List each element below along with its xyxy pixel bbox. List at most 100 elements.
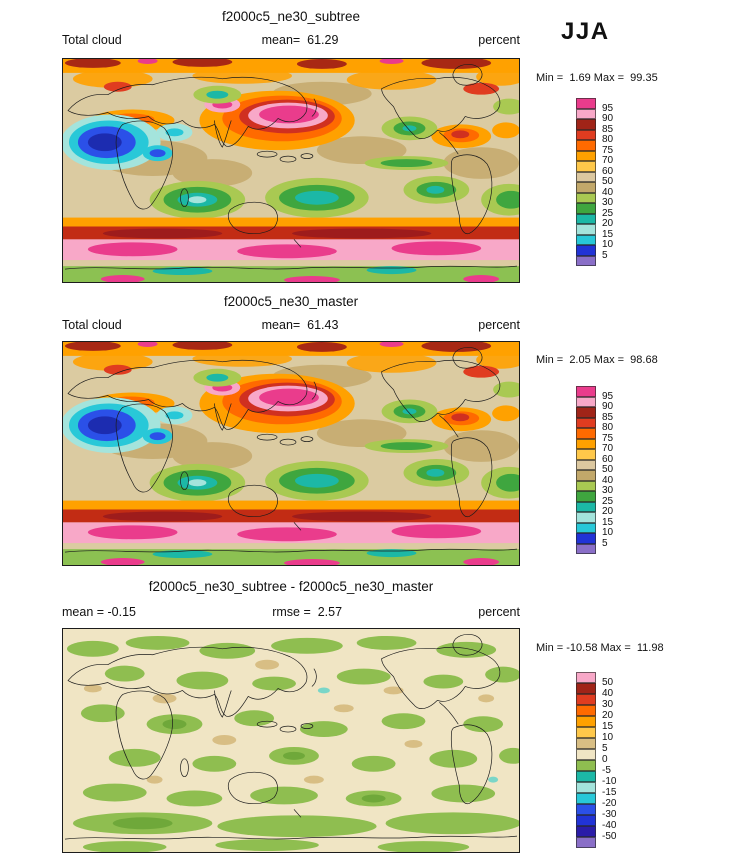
colorbar-swatch: [576, 672, 596, 683]
colorbar-swatch: [576, 694, 596, 705]
mean-label: mean= 61.29: [261, 33, 339, 47]
colorbar-swatch: [576, 428, 596, 439]
colorbar-tick-label: -30: [602, 809, 617, 820]
cloud-fraction-field: [63, 59, 519, 282]
colorbar-swatch: [576, 716, 596, 727]
colorbar-swatch: [576, 470, 596, 481]
colorbar-swatch: [576, 234, 596, 245]
colorbar-tick-label: 30: [602, 699, 614, 710]
mean-label: mean = -0.15: [62, 605, 137, 619]
colorbar-swatch: [576, 738, 596, 749]
colorbar-tick-label: 60: [602, 165, 614, 177]
colorbar-tick-label: 30: [602, 197, 614, 208]
map-subtree: [62, 58, 520, 283]
colorbar-swatch: [576, 203, 596, 214]
colorbar-tick-label: 50: [602, 677, 614, 688]
colorbar-swatch: [576, 245, 596, 256]
colorbar-tick-label: 85: [602, 411, 614, 423]
colorbar-swatch: [576, 182, 596, 193]
colorbar-swatch: [576, 760, 596, 771]
colorbar-tick-label: 70: [602, 443, 614, 454]
world-map-difference-plot: [63, 629, 519, 852]
colorbar-swatch: [576, 213, 596, 224]
colorbar-swatch: [576, 171, 596, 182]
colorbar-swatch: [576, 804, 596, 815]
colorbar-swatch: [576, 705, 596, 716]
mean-label: mean= 61.43: [261, 318, 339, 332]
colorbar-swatch: [576, 150, 596, 161]
panel-title-master: f2000c5_ne30_master: [223, 294, 359, 309]
colorbar-tick-label: 80: [602, 422, 614, 433]
colorbar-tick-label: 40: [602, 186, 614, 198]
colorbar-swatch: [576, 396, 596, 407]
colorbar-tick-label: 20: [602, 506, 614, 517]
colorbar-swatch: [576, 826, 596, 837]
colorbar-swatch: [576, 727, 596, 738]
colorbar-swatch: [576, 255, 596, 266]
colorbar-swatch: [576, 119, 596, 130]
panel-stats-row: mean = -0.15 rmse = 2.57 percent: [62, 605, 520, 619]
colorbar-swatch: [576, 161, 596, 172]
colorbar-swatch: [576, 522, 596, 533]
colorbar-swatch: [576, 543, 596, 554]
colorbar-tick-label: 50: [602, 176, 614, 187]
colorbar-tick-label: 25: [602, 207, 614, 219]
colorbar-tick-label: 90: [602, 113, 614, 124]
colorbar-swatch: [576, 407, 596, 418]
colorbar-swatch: [576, 512, 596, 523]
colorbar-tick-label: -40: [602, 820, 617, 831]
colorbar-swatch: [576, 459, 596, 470]
colorbar-swatch: [576, 533, 596, 544]
units-label: percent: [478, 33, 520, 47]
colorbar-tick-label: 80: [602, 134, 614, 145]
colorbar-swatch: [576, 771, 596, 782]
colorbar-swatch: [576, 793, 596, 804]
colorbar-swatch: [576, 782, 596, 793]
colorbar-swatch: [576, 224, 596, 235]
map-master: [62, 341, 520, 566]
colorbar-swatch: [576, 491, 596, 502]
rmse-label: rmse = 2.57: [272, 605, 343, 619]
colorbar-tick-label: 90: [602, 401, 614, 412]
colorbar-swatch: [576, 501, 596, 512]
colorbar-tick-label: 40: [602, 688, 614, 699]
colorbar-swatch: [576, 98, 596, 109]
colorbar-tick-label: 15: [602, 721, 614, 732]
colorbar-tick-label: 10: [602, 239, 614, 250]
colorbar-tick-label: 20: [602, 218, 614, 229]
minmax-label-master: Min = 2.05 Max = 98.68: [536, 354, 658, 366]
colorbar-swatch: [576, 837, 596, 848]
colorbar-tick-label: 40: [602, 474, 614, 486]
colorbar-swatch: [576, 683, 596, 694]
units-label: percent: [478, 605, 520, 619]
colorbar-tick-label: 5: [602, 249, 608, 261]
colorbar-tick-label: 95: [602, 102, 614, 114]
colorbar-tick-label: -10: [602, 776, 617, 787]
colorbar-tick-label: 50: [602, 464, 614, 475]
variable-label: Total cloud: [62, 33, 122, 47]
colorbar-tick-label: 95: [602, 390, 614, 402]
colorbar-swatch: [576, 449, 596, 460]
variable-label: Total cloud: [62, 318, 122, 332]
cloud-difference-field: [63, 629, 519, 852]
colorbar-tick-label: 25: [602, 495, 614, 507]
world-map-contour-plot: [63, 59, 519, 282]
colorbar-tick-label: 60: [602, 453, 614, 465]
panel-title-difference: f2000c5_ne30_subtree - f2000c5_ne30_mast…: [148, 579, 434, 594]
colorbar-tick-label: 0: [602, 754, 608, 765]
colorbar-swatch: [576, 386, 596, 397]
colorbar-swatch: [576, 480, 596, 491]
minmax-label-subtree: Min = 1.69 Max = 99.35: [536, 72, 658, 84]
minmax-label-difference: Min = -10.58 Max = 11.98: [536, 642, 664, 654]
colorbar-swatch: [576, 140, 596, 151]
panel-stats-row: Total cloud mean= 61.43 percent: [62, 318, 520, 332]
colorbar-tick-label: 75: [602, 144, 614, 156]
colorbar-tick-label: 75: [602, 432, 614, 444]
colorbar-tick-label: 5: [602, 537, 608, 549]
colorbar-tick-label: -50: [602, 831, 617, 842]
colorbar-swatch: [576, 417, 596, 428]
colorbar-swatch: [576, 129, 596, 140]
colorbar-tick-label: -5: [602, 765, 611, 776]
colorbar-tick-label: 15: [602, 516, 614, 528]
